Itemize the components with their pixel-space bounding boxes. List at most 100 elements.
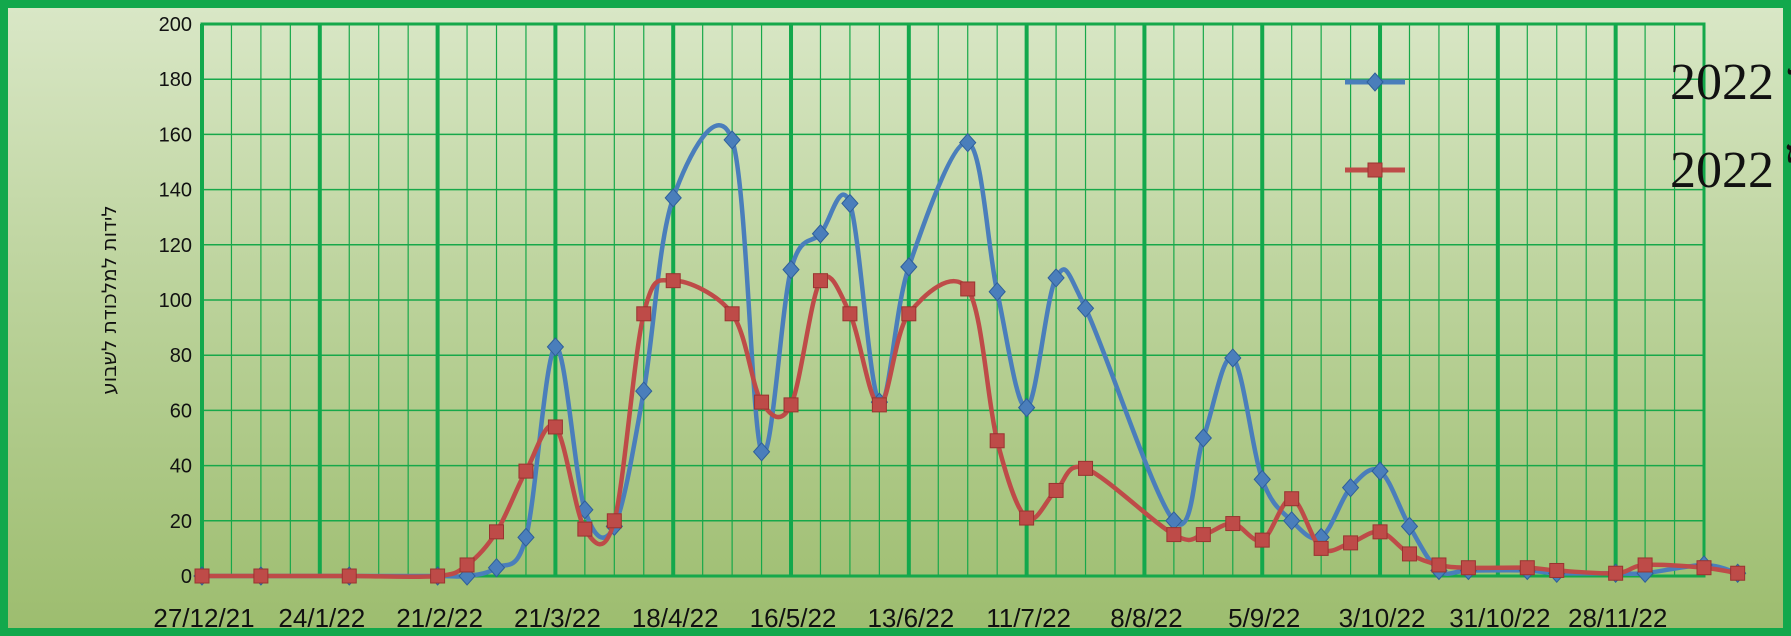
data-point xyxy=(517,527,535,548)
data-point xyxy=(1076,298,1095,319)
data-point xyxy=(459,557,475,573)
y-tick-label: 0 xyxy=(181,566,192,588)
data-point xyxy=(518,463,534,479)
y-tick-label: 80 xyxy=(170,345,192,367)
data-point xyxy=(635,381,653,401)
data-point xyxy=(665,273,681,289)
data-point xyxy=(988,281,1006,302)
data-point xyxy=(1019,510,1035,526)
data-point xyxy=(782,259,800,280)
y-tick-label: 40 xyxy=(170,456,192,478)
data-point xyxy=(811,224,830,244)
series-line xyxy=(202,274,1739,580)
data-point xyxy=(1608,565,1624,581)
data-point xyxy=(341,568,357,584)
data-point xyxy=(1253,469,1271,490)
data-point xyxy=(1371,461,1389,481)
data-point xyxy=(1225,516,1241,532)
data-point xyxy=(841,193,859,214)
y-axis-ticks: 0 20 40 60 80 100 120 140 160 180 200 xyxy=(159,14,192,588)
data-point xyxy=(1017,397,1036,418)
data-point xyxy=(1401,546,1417,562)
data-point xyxy=(1637,557,1653,573)
data-point xyxy=(1372,524,1388,540)
data-point xyxy=(577,521,593,537)
data-point xyxy=(1549,562,1565,578)
data-point xyxy=(960,281,976,297)
y-tick-label: 200 xyxy=(159,14,192,36)
data-point xyxy=(1166,527,1182,543)
x-tick-label: 13/6/22 xyxy=(867,603,954,633)
data-point xyxy=(1730,565,1746,581)
data-point xyxy=(724,306,740,322)
data-point xyxy=(752,442,771,462)
data-point xyxy=(783,397,799,413)
data-point xyxy=(812,273,828,289)
legend-marker xyxy=(1366,72,1384,92)
x-tick-label: 27/12/21 xyxy=(153,603,254,633)
y-tick-label: 120 xyxy=(159,235,192,257)
data-point xyxy=(1048,482,1064,498)
legend-label: מג'הול 2022 xyxy=(1670,142,1791,199)
series-line xyxy=(202,123,1739,579)
x-tick-label: 18/4/22 xyxy=(632,603,719,633)
legend: דקל נור 2022 מג'הול 2022 xyxy=(1345,54,1791,199)
y-tick-label: 20 xyxy=(170,511,192,533)
y-tick-label: 160 xyxy=(159,124,192,146)
x-tick-label: 24/1/22 xyxy=(278,603,365,633)
data-point xyxy=(1224,348,1242,368)
legend-label: דקל נור 2022 xyxy=(1670,54,1791,111)
x-tick-label: 11/7/22 xyxy=(986,603,1071,633)
x-tick-label: 28/11/22 xyxy=(1568,603,1667,633)
data-point xyxy=(1313,540,1329,556)
data-point xyxy=(547,419,563,435)
x-axis-ticks: 27/12/21 24/1/22 21/2/22 21/3/22 18/4/22 16/5… xyxy=(153,603,1667,633)
x-tick-label: 5/9/22 xyxy=(1228,603,1300,633)
x-tick-label: 3/10/22 xyxy=(1339,603,1426,633)
x-tick-label: 31/10/22 xyxy=(1449,603,1550,633)
data-point xyxy=(1696,560,1712,576)
y-tick-label: 140 xyxy=(159,180,192,202)
data-point xyxy=(664,188,682,208)
y-tick-label: 180 xyxy=(159,69,192,91)
data-point xyxy=(489,524,505,540)
data-point xyxy=(430,568,446,584)
data-point xyxy=(606,513,622,529)
series-2 xyxy=(194,273,1746,584)
data-point xyxy=(1400,516,1419,537)
data-point xyxy=(1047,268,1065,288)
data-point xyxy=(1284,491,1300,507)
grid xyxy=(200,23,1705,577)
data-point xyxy=(1254,532,1270,548)
data-point xyxy=(871,397,887,413)
data-point xyxy=(1194,428,1212,448)
data-point xyxy=(636,306,652,322)
data-point xyxy=(959,132,977,153)
data-point xyxy=(1460,560,1476,576)
data-point xyxy=(989,433,1005,449)
data-point xyxy=(901,306,917,322)
legend-marker xyxy=(1367,162,1383,178)
data-point xyxy=(842,306,858,322)
x-tick-label: 16/5/22 xyxy=(750,603,837,633)
data-point xyxy=(754,394,770,410)
data-point xyxy=(487,557,506,578)
data-point xyxy=(1283,511,1301,531)
x-tick-label: 21/3/22 xyxy=(514,603,601,633)
data-point xyxy=(1431,557,1447,573)
data-point xyxy=(546,337,565,357)
data-point xyxy=(1343,535,1359,551)
y-axis-label: לידות למלכודת לשבוע xyxy=(97,205,121,395)
data-point xyxy=(723,130,741,150)
data-point xyxy=(1341,477,1360,498)
data-point xyxy=(253,568,269,584)
data-point xyxy=(900,257,918,277)
x-tick-label: 8/8/22 xyxy=(1110,603,1182,633)
data-point xyxy=(1078,460,1094,476)
data-point xyxy=(1195,527,1211,543)
y-tick-label: 100 xyxy=(159,290,192,312)
y-tick-label: 60 xyxy=(170,400,192,422)
data-point xyxy=(194,568,210,584)
